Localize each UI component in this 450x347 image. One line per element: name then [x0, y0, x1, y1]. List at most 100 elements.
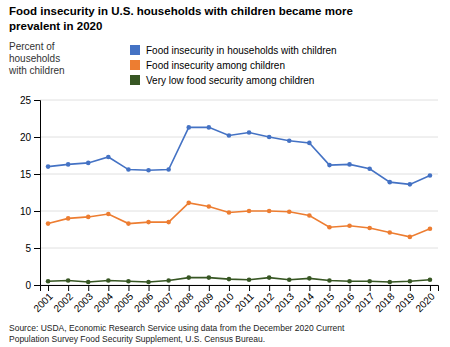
point — [267, 135, 272, 140]
point — [207, 204, 212, 209]
point — [307, 213, 312, 218]
point — [267, 209, 272, 214]
x-tick-label: 2011 — [233, 290, 256, 313]
x-tick-label: 2019 — [393, 290, 417, 314]
x-tick-mark — [309, 285, 310, 291]
x-tick: 2010 — [212, 285, 236, 314]
point — [186, 275, 191, 280]
x-tick-mark — [390, 285, 391, 291]
grid-line — [40, 137, 438, 138]
x-tick: 2011 — [233, 285, 256, 314]
point — [428, 278, 433, 283]
point — [267, 275, 272, 280]
point — [166, 167, 171, 172]
x-tick: 2016 — [333, 285, 357, 314]
y-tick-label: 20 — [20, 132, 32, 143]
point — [86, 161, 91, 166]
point — [367, 226, 372, 231]
x-tick-label: 2016 — [333, 290, 357, 314]
x-tick-mark — [149, 285, 150, 291]
point — [227, 277, 232, 282]
grid — [40, 100, 438, 285]
legend-label: Food insecurity among children — [146, 60, 285, 71]
point — [46, 221, 51, 226]
x-tick: 2008 — [172, 285, 196, 314]
plot: 2001200220032004200520062007200820092010… — [20, 95, 439, 314]
grid-line — [40, 248, 438, 249]
x-tick-mark — [229, 285, 230, 291]
point — [227, 210, 232, 215]
x-tick-label: 2004 — [92, 290, 116, 314]
grid-line — [40, 100, 438, 101]
point — [347, 279, 352, 284]
point — [166, 278, 171, 283]
point — [307, 141, 312, 146]
point — [408, 235, 413, 240]
point — [287, 209, 292, 214]
x-tick-label: 2006 — [132, 290, 156, 314]
point — [106, 155, 111, 160]
x-tick-mark — [269, 285, 270, 291]
point — [327, 278, 332, 283]
title: Food insecurity in U.S. households with … — [9, 5, 353, 32]
x-tick: 2013 — [273, 285, 297, 314]
point — [66, 278, 71, 283]
y-tick-mark — [34, 285, 40, 286]
x-tick-label: 2014 — [293, 290, 317, 314]
x-tick-mark — [128, 285, 129, 291]
series-line — [48, 203, 430, 237]
point — [387, 180, 392, 185]
x-tick-mark — [169, 285, 170, 291]
legend: Food insecurity in households with child… — [130, 45, 337, 86]
point — [247, 209, 252, 214]
x-tick-label: 2018 — [373, 290, 397, 314]
y-tick-mark — [34, 211, 40, 212]
x-tick: 2018 — [373, 285, 397, 314]
x-axis: 2001200220032004200520062007200820092010… — [31, 285, 438, 314]
chart: Food insecurity in U.S. households with … — [0, 0, 450, 347]
x-tick: 2015 — [313, 285, 337, 314]
x-tick: 2005 — [112, 285, 136, 314]
x-tick: 2003 — [72, 285, 96, 314]
x-tick-mark — [209, 285, 210, 291]
point — [207, 125, 212, 130]
x-tick: 2017 — [353, 285, 377, 314]
x-tick: 2002 — [51, 285, 75, 314]
y-tick-mark — [34, 137, 40, 138]
x-tick-mark — [108, 285, 109, 291]
point — [428, 173, 433, 178]
point — [367, 279, 372, 284]
point — [287, 138, 292, 143]
point — [166, 220, 171, 225]
point — [307, 276, 312, 281]
x-tick-label: 2001 — [31, 290, 55, 314]
x-tick-label: 2003 — [72, 290, 96, 314]
x-tick-mark — [430, 285, 431, 291]
point — [146, 280, 151, 285]
point — [347, 224, 352, 229]
x-tick-mark — [350, 285, 351, 291]
x-tick: 2007 — [152, 285, 176, 314]
point — [186, 125, 191, 130]
y-axis: 0510152025 — [20, 95, 41, 291]
y-axis-line — [34, 101, 41, 286]
y-tick-label: 10 — [20, 206, 32, 217]
x-tick-label: 2008 — [172, 290, 196, 314]
y-tick: 5 — [25, 243, 40, 254]
x-tick-label: 2017 — [353, 290, 377, 314]
point — [408, 279, 413, 284]
point — [207, 275, 212, 280]
point — [66, 162, 71, 167]
source: Source: USDA, Economic Research Service … — [9, 323, 345, 344]
point — [247, 278, 252, 283]
y-tick-mark — [34, 248, 40, 249]
x-tick-mark — [189, 285, 190, 291]
x-tick-label: 2010 — [212, 290, 236, 314]
point — [126, 221, 131, 226]
x-tick: 2004 — [92, 285, 116, 314]
x-axis-line — [41, 286, 439, 292]
point — [106, 212, 111, 217]
y-tick-label: 25 — [20, 95, 32, 106]
point — [367, 167, 372, 172]
x-tick-label: 2007 — [152, 290, 176, 314]
